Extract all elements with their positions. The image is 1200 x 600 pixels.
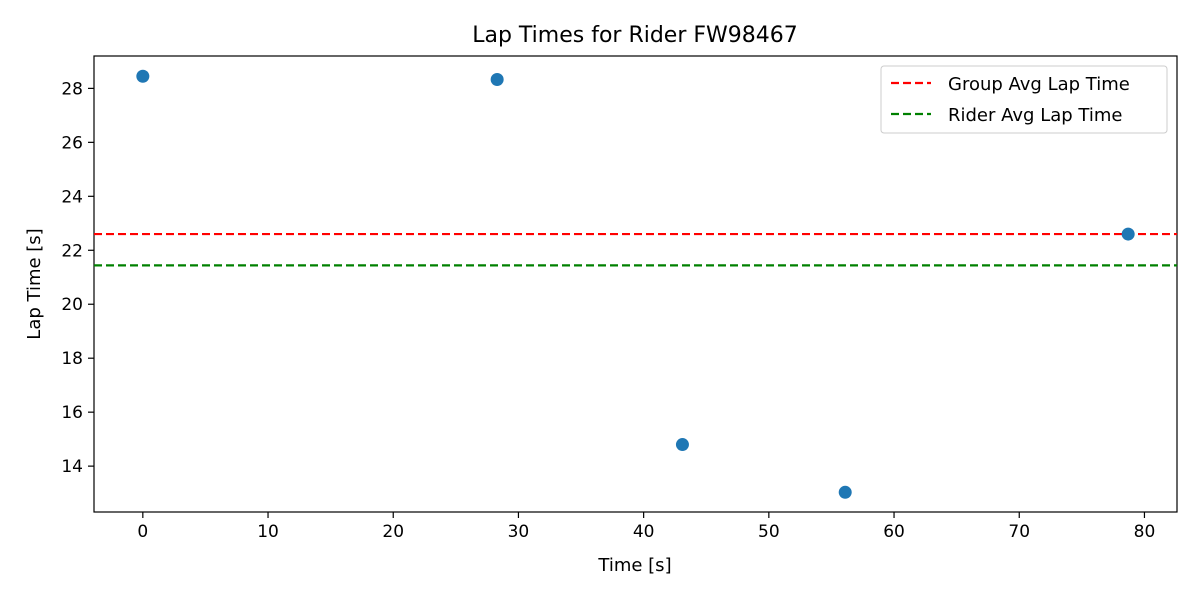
x-tick-label: 80 (1134, 522, 1156, 542)
y-tick-label: 20 (61, 295, 83, 315)
x-tick-label: 40 (633, 522, 655, 542)
y-tick-label: 22 (61, 241, 83, 261)
legend-label-group-avg: Group Avg Lap Time (948, 74, 1130, 95)
data-point (838, 485, 852, 499)
legend-box (880, 65, 1168, 134)
plot-area: 0 10 20 30 40 50 60 70 80 14 16 18 20 22 24 26 28 (61, 55, 1178, 542)
y-axis-label: Lap Time [s] (24, 228, 45, 339)
x-tick-label: 20 (382, 522, 404, 542)
chart-title: Lap Times for Rider FW98467 (472, 23, 798, 48)
data-point (1121, 227, 1135, 241)
y-tick-label: 26 (61, 133, 83, 153)
x-tick-label: 50 (758, 522, 780, 542)
data-point (675, 438, 689, 452)
x-tick-label: 0 (137, 522, 148, 542)
axes-frame (93, 55, 1178, 513)
x-tick-label: 10 (257, 522, 279, 542)
y-tick-label: 24 (61, 187, 83, 207)
legend: Group Avg Lap Time Rider Avg Lap Time (880, 65, 1168, 134)
x-tick-label: 30 (508, 522, 530, 542)
y-tick-label: 28 (61, 79, 83, 99)
data-point (136, 69, 150, 83)
x-tick-label: 60 (883, 522, 905, 542)
data-point (490, 72, 504, 86)
x-tick-label: 70 (1008, 522, 1030, 542)
y-tick-label: 14 (61, 457, 83, 477)
y-tick-label: 18 (61, 349, 83, 369)
y-tick-label: 16 (61, 403, 83, 423)
legend-label-rider-avg: Rider Avg Lap Time (948, 105, 1122, 126)
x-axis-label: Time [s] (597, 555, 671, 576)
